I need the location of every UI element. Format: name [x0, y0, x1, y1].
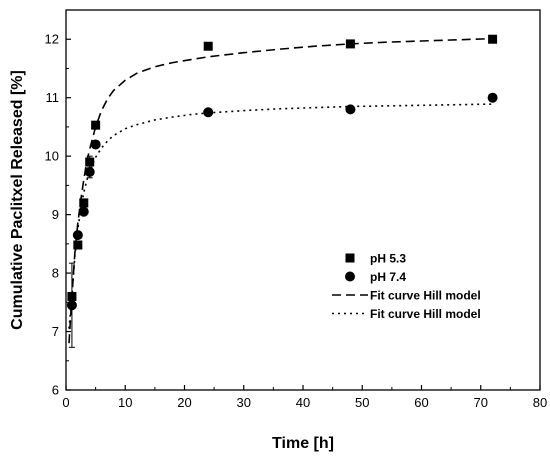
legend-square-marker: [345, 253, 355, 263]
y-tick-label: 8: [52, 266, 59, 281]
point-ph-7-4: [72, 230, 83, 241]
legend-item-ph-7-4: pH 7.4: [345, 270, 406, 284]
x-tick-label: 0: [62, 395, 69, 410]
y-tick-label: 12: [45, 32, 59, 47]
point-ph-7-4: [345, 104, 356, 115]
legend-label-ph-7-4: pH 7.4: [370, 270, 406, 284]
x-axis-title: Time [h]: [272, 435, 334, 452]
x-tick-label: 10: [118, 395, 132, 410]
point-ph-5-3: [79, 198, 89, 208]
point-ph-7-4: [203, 107, 214, 118]
x-tick-label: 60: [414, 395, 428, 410]
legend-label-dashed-fit: Fit curve Hill model: [370, 289, 481, 303]
point-ph-5-3: [91, 120, 101, 130]
x-tick-label: 80: [533, 395, 547, 410]
y-tick-label: 11: [46, 90, 60, 105]
point-ph-7-4: [487, 92, 498, 103]
y-axis: 6 7 8 9 10 11 12: [45, 32, 71, 398]
y-tick-label: 6: [52, 383, 59, 398]
legend: pH 5.3 pH 7.4 Fit curve Hill model Fit c…: [332, 252, 481, 321]
point-ph-5-3: [345, 39, 355, 49]
point-ph-7-4: [90, 139, 101, 150]
legend-label-dotted-fit: Fit curve Hill model: [370, 307, 481, 321]
legend-item-ph-5-3: pH 5.3: [345, 252, 406, 266]
x-tick-label: 20: [177, 395, 191, 410]
x-axis: 0 10 20 30 40 50 60 70 80: [62, 385, 547, 410]
y-axis-title: Cumulative Paclitxel Released [%]: [9, 70, 26, 330]
legend-item-dotted-fit: Fit curve Hill model: [332, 307, 481, 321]
x-tick-label: 40: [296, 395, 310, 410]
x-tick-label: 70: [474, 395, 488, 410]
fit-curves: [68, 37, 493, 344]
point-ph-5-3: [67, 291, 77, 301]
x-tick-label: 30: [237, 395, 251, 410]
point-ph-5-3: [488, 34, 498, 44]
point-ph-5-3: [203, 41, 213, 51]
point-ph-5-3: [85, 157, 95, 167]
legend-circle-marker: [345, 271, 355, 282]
legend-item-dashed-fit: Fit curve Hill model: [332, 289, 481, 303]
legend-label-ph-5-3: pH 5.3: [370, 252, 406, 266]
legend-marker: [345, 253, 355, 263]
y-tick-label: 10: [45, 149, 59, 164]
fit-curve-dotted: [68, 103, 493, 329]
point-ph-5-3: [73, 240, 83, 250]
data-markers: [66, 34, 498, 311]
fit-curve-dashed: [68, 37, 493, 344]
y-tick-label: 9: [52, 207, 59, 222]
x-tick-label: 50: [355, 395, 369, 410]
legend-marker: [345, 271, 355, 282]
point-ph-7-4: [66, 300, 77, 311]
point-ph-7-4: [78, 206, 89, 217]
point-ph-7-4: [84, 166, 95, 177]
y-tick-label: 7: [52, 324, 59, 339]
